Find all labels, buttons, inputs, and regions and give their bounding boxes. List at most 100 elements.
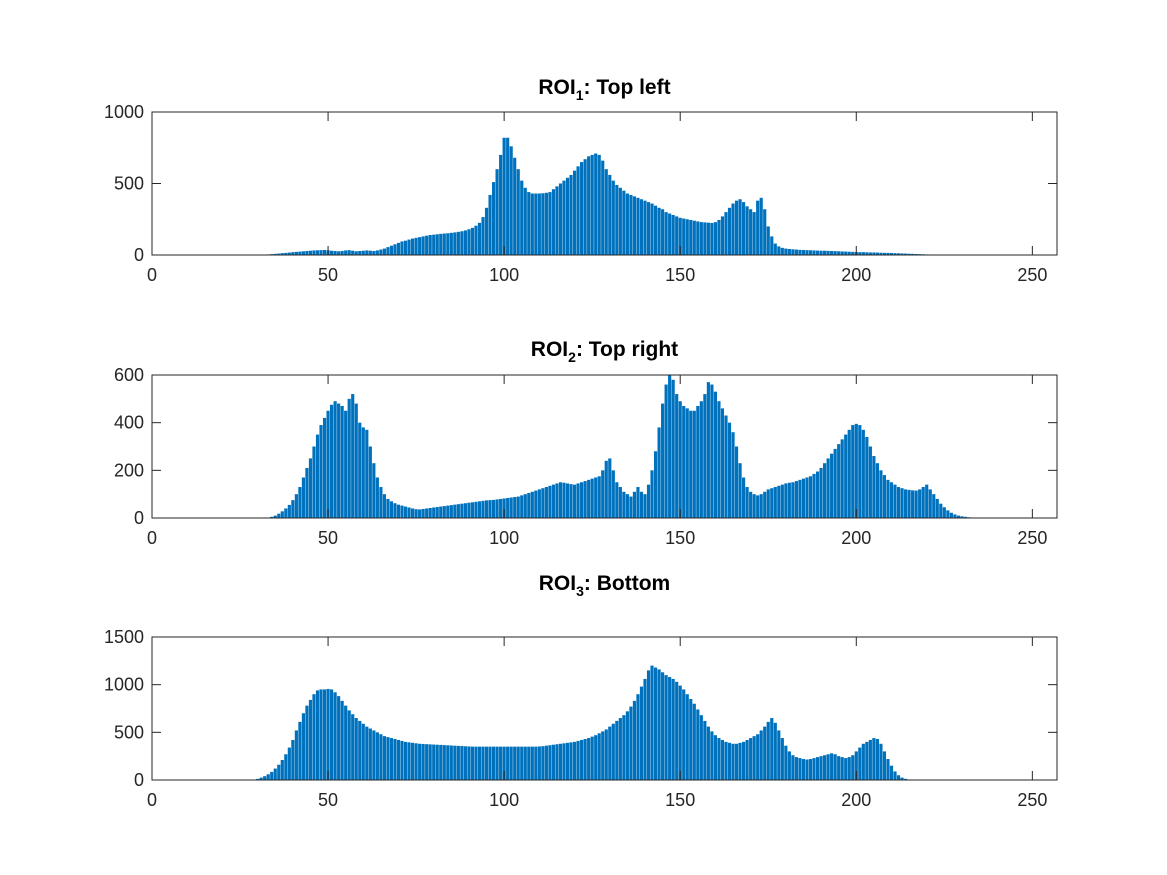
bar — [851, 425, 855, 518]
bar — [301, 477, 306, 518]
bar — [650, 665, 654, 780]
bar — [372, 250, 376, 255]
bar — [601, 160, 605, 255]
bar — [558, 743, 563, 780]
bar — [717, 738, 721, 780]
bar — [780, 247, 784, 255]
bar — [710, 384, 714, 518]
bar — [756, 734, 760, 780]
axes-frame — [151, 636, 1058, 781]
bar — [520, 746, 524, 780]
bar — [618, 487, 622, 518]
bar — [794, 481, 799, 518]
bar — [886, 479, 890, 518]
bar — [963, 516, 968, 518]
bar — [330, 250, 334, 255]
x-tick-label: 50 — [318, 528, 338, 548]
bars — [256, 137, 943, 255]
bar — [787, 482, 791, 518]
bar — [720, 739, 725, 780]
bar — [572, 170, 577, 255]
bar — [742, 202, 746, 255]
bar — [632, 196, 637, 255]
bar — [858, 252, 862, 255]
x-tick-label: 0 — [147, 790, 157, 810]
bar — [678, 401, 682, 518]
bar — [389, 245, 394, 255]
bar — [766, 226, 770, 255]
bar — [432, 234, 436, 255]
subplot-title: ROI3: Bottom — [539, 572, 670, 599]
x-tick-label: 150 — [665, 790, 695, 810]
bar — [530, 193, 534, 255]
bar — [502, 498, 506, 518]
bar — [710, 731, 714, 780]
bar — [273, 768, 277, 780]
bar — [893, 771, 897, 780]
bar — [724, 741, 728, 780]
bar — [442, 745, 446, 780]
bar — [551, 744, 556, 780]
bar — [372, 463, 376, 518]
bar — [720, 216, 725, 255]
bar — [815, 471, 820, 518]
bar — [379, 734, 383, 780]
bar — [639, 199, 644, 255]
bar — [594, 477, 598, 518]
bar — [629, 496, 633, 518]
bar — [636, 197, 640, 255]
bar — [823, 755, 827, 780]
bar — [421, 508, 425, 518]
bar — [731, 432, 735, 518]
bar — [386, 737, 390, 780]
y-tick-label: 600 — [114, 365, 144, 385]
bar — [710, 222, 714, 255]
bar — [650, 470, 654, 518]
bar — [918, 489, 922, 518]
bar — [460, 503, 464, 518]
bar — [499, 746, 503, 780]
axes-frame — [151, 374, 1058, 519]
bar — [914, 253, 918, 255]
bar — [435, 744, 439, 780]
bar — [572, 741, 577, 780]
bar — [794, 757, 799, 780]
bar — [594, 735, 598, 780]
bar — [523, 187, 527, 255]
bar — [520, 180, 524, 255]
y-tick-label: 0 — [134, 508, 144, 528]
bar — [562, 180, 566, 255]
y-tick-label: 500 — [114, 722, 144, 742]
bar — [713, 222, 718, 255]
bar — [601, 470, 605, 518]
bar — [868, 739, 872, 780]
x-tick-label: 150 — [665, 265, 695, 285]
bar — [794, 249, 799, 255]
bar — [580, 482, 584, 518]
bar — [400, 505, 404, 518]
bar — [770, 236, 774, 255]
bar — [555, 744, 559, 780]
bar — [340, 405, 344, 518]
bar — [414, 237, 418, 255]
x-tick-label: 100 — [489, 790, 519, 810]
subplot-1: 0 50 100 150 200 250 0 500 1000 ROI1: Top left — [104, 76, 1058, 285]
bar — [481, 746, 485, 780]
bar — [671, 678, 675, 780]
bar — [347, 398, 351, 518]
bar — [759, 730, 763, 780]
bar — [879, 252, 883, 255]
bar — [527, 192, 531, 255]
bar — [270, 516, 274, 518]
bar — [907, 253, 911, 255]
bar — [590, 736, 594, 780]
bar — [548, 192, 552, 255]
bar — [484, 746, 489, 780]
bar — [537, 489, 541, 518]
bar — [893, 253, 897, 255]
bar — [942, 507, 946, 518]
bar — [685, 219, 689, 255]
bar — [865, 436, 869, 518]
bar — [851, 755, 855, 780]
